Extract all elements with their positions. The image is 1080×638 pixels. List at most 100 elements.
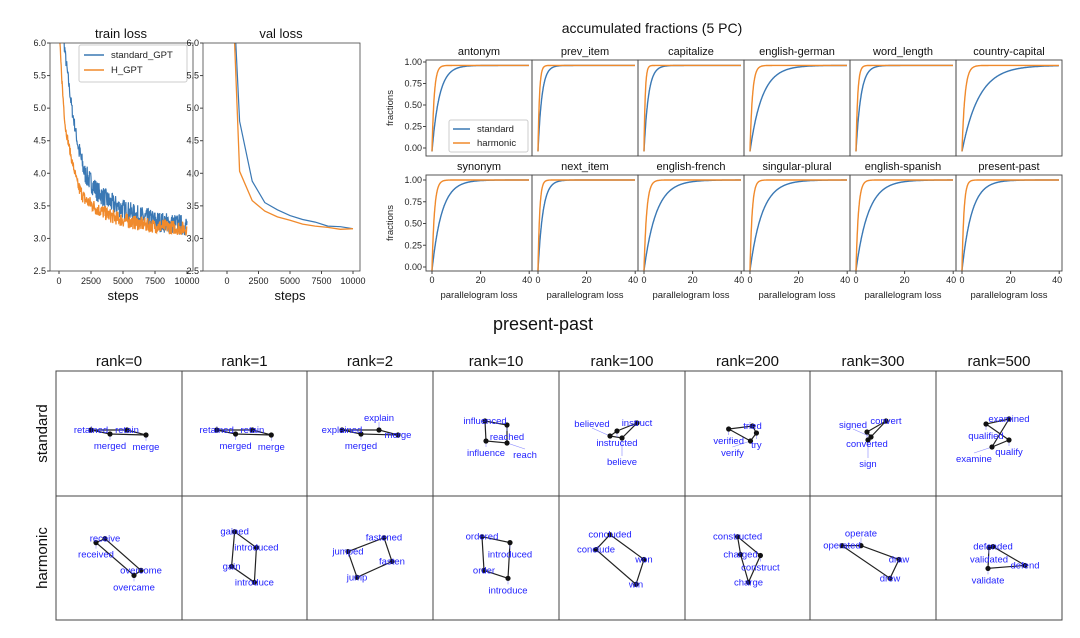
fraction-panel-prev_item: prev_item — [531, 46, 639, 157]
y-tick-label: 0.75 — [404, 197, 422, 207]
word-label: qualified — [968, 431, 1003, 442]
curve-harmonic — [961, 64, 1059, 152]
word-point — [868, 434, 874, 440]
legend-label: H_GPT — [111, 65, 143, 76]
word-point — [249, 427, 256, 433]
word-point — [88, 427, 94, 433]
row-label: standard — [34, 404, 51, 462]
x-tick-label: 2500 — [81, 276, 101, 286]
curve-harmonic — [537, 179, 635, 271]
x-tick-label: 20 — [688, 275, 698, 285]
y-tick-label: 1.00 — [404, 175, 422, 185]
x-tick-label: 20 — [900, 275, 910, 285]
word-label: overcame — [113, 582, 155, 593]
x-tick-label: 0 — [224, 276, 229, 286]
word-label: received — [78, 550, 114, 561]
fraction-panel-country-capital: country-capital — [955, 46, 1063, 157]
word-label: charged — [723, 550, 757, 561]
x-tick-label: 7500 — [311, 276, 331, 286]
word-label: order — [473, 565, 495, 576]
label-leader-line — [973, 446, 993, 454]
y-tick-label: 4.0 — [33, 168, 46, 178]
x-tick-label: 0 — [641, 275, 646, 285]
fraction-panel-singular-plural: singular-plural 0 20 40 parallelogram loss — [743, 161, 851, 301]
word-label: retain — [241, 425, 265, 436]
word-point — [143, 432, 149, 438]
word-label: concluded — [588, 530, 631, 541]
y-tick-label: 3.5 — [33, 201, 46, 211]
x-tick-label: 40 — [734, 275, 744, 285]
word-point — [1022, 562, 1028, 569]
word-point — [253, 544, 260, 551]
val-loss-xlabel: steps — [274, 288, 306, 303]
word-label: reach — [513, 450, 537, 461]
word-point — [757, 552, 763, 559]
y-tick-label: 0.50 — [404, 219, 422, 229]
word-label: merge — [258, 442, 285, 453]
word-point — [124, 427, 130, 433]
word-point — [381, 535, 387, 541]
word-point — [864, 429, 870, 435]
curve-harmonic — [855, 179, 953, 271]
word-label: retained — [74, 425, 108, 436]
word-point — [883, 418, 889, 424]
x-tick-label: 0 — [853, 275, 858, 285]
panel-title: word_length — [872, 46, 933, 58]
word-point — [749, 423, 756, 429]
x-tick-label: 20 — [476, 275, 486, 285]
word-point — [839, 543, 845, 549]
cell-harmonic-0: receive received overcome overcame — [55, 495, 183, 621]
parallelogram-grid: rank=0 rank=1 rank=2 rank=10 rank=100 rank=20… — [34, 353, 1063, 621]
x-tick-label: 0 — [535, 275, 540, 285]
word-point — [479, 534, 485, 540]
axes-frame — [955, 59, 1063, 157]
label-leader-line — [506, 442, 526, 450]
y-tick-label: 0.25 — [404, 122, 422, 132]
label-leader-line — [591, 427, 611, 437]
y-tick-label: 2.5 — [33, 266, 46, 276]
word-label: operated — [823, 541, 861, 552]
column-title: rank=500 — [968, 353, 1031, 370]
word-label: explain — [364, 413, 394, 424]
word-point — [251, 579, 258, 585]
word-label: explained — [322, 425, 363, 436]
word-point — [507, 540, 513, 546]
word-point — [93, 540, 99, 546]
y-tick-label: 0.75 — [404, 79, 422, 89]
x-tick-label: 10000 — [340, 276, 365, 286]
word-point — [593, 546, 599, 553]
panel-title: english-german — [759, 46, 835, 58]
curve-harmonic — [431, 179, 529, 271]
word-label: reached — [490, 432, 524, 443]
word-point — [395, 432, 401, 438]
word-label: merge — [133, 442, 160, 453]
fraction-panel-english-spanish: english-spanish 0 20 40 parallelogram loss — [849, 161, 957, 301]
y-tick-label: 6.0 — [33, 38, 46, 48]
label-leader-line — [732, 440, 751, 448]
legend-box — [78, 44, 188, 83]
word-label: instruct — [622, 418, 653, 429]
panel-title: capitalize — [668, 46, 714, 58]
x-tick-label: 5000 — [280, 276, 300, 286]
word-point — [1006, 437, 1012, 443]
word-label: examined — [988, 414, 1029, 425]
column-title: rank=300 — [842, 353, 905, 370]
legend-label: standard_GPT — [111, 50, 173, 61]
word-label: defended — [973, 542, 1013, 553]
series-line-H_GPT — [233, 43, 354, 230]
word-point — [737, 551, 744, 558]
column-title: rank=0 — [96, 353, 142, 370]
word-point — [986, 544, 992, 551]
y-tick-label: 0.00 — [404, 262, 422, 272]
x-tick-label: 0 — [959, 275, 964, 285]
column-title: rank=2 — [347, 353, 393, 370]
word-label: believed — [574, 419, 609, 430]
x-axis-label: parallelogram loss — [864, 290, 941, 301]
word-label: merged — [345, 441, 377, 452]
word-label: examine — [956, 454, 992, 465]
curve-harmonic — [961, 179, 1059, 271]
word-label: influenced — [463, 416, 506, 427]
panel-title: synonym — [457, 161, 501, 173]
word-point — [232, 431, 239, 437]
panel-title: country-capital — [973, 46, 1045, 58]
